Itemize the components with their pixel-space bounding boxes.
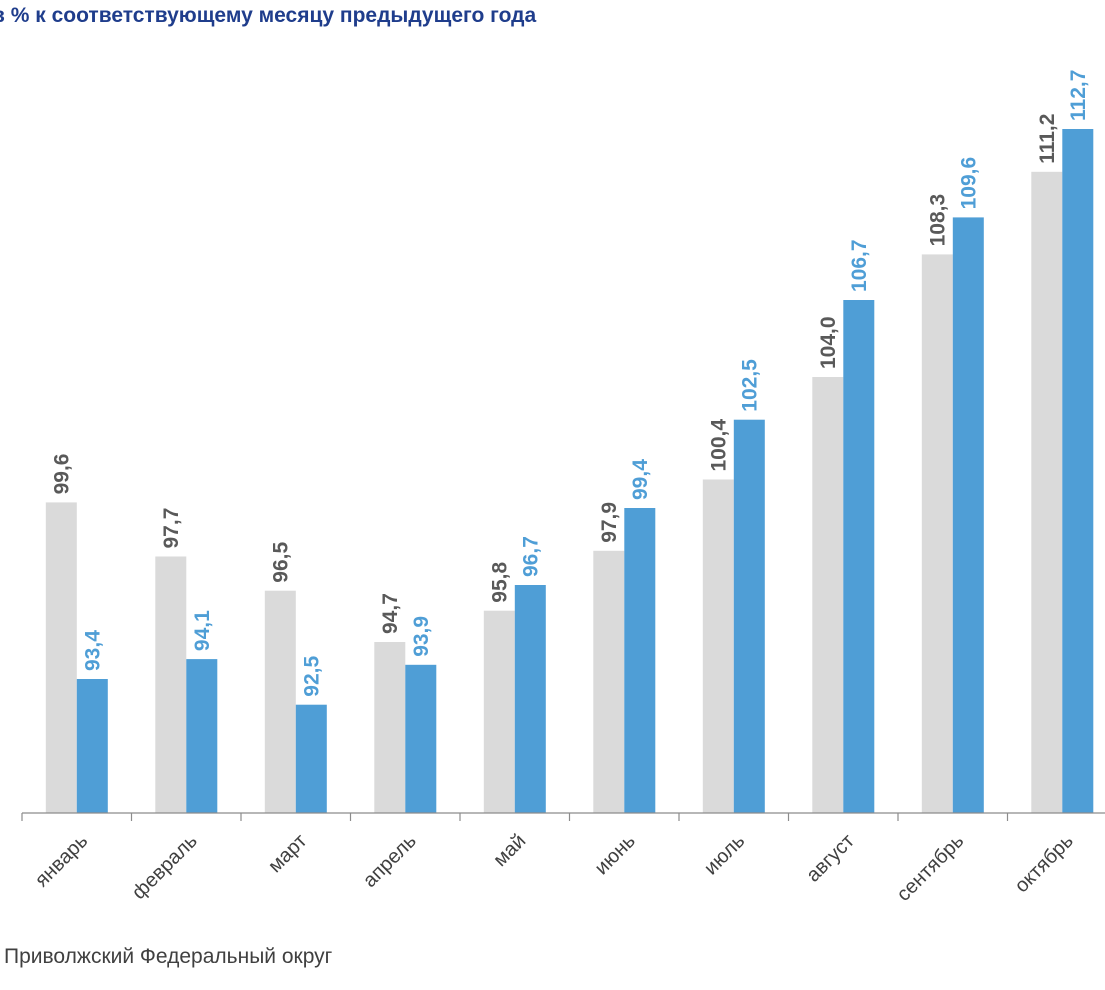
bar-series-1-8 — [812, 377, 844, 813]
x-tick-label-8: август — [802, 830, 859, 887]
bar-series-2-7 — [733, 419, 765, 813]
x-tick-label-4: апрель — [359, 830, 421, 892]
value-label-series-1-10: 111,2 — [1036, 114, 1059, 164]
bar-series-2-4 — [405, 664, 437, 813]
value-label-series-2-2: 94,1 — [191, 610, 214, 651]
bar-series-1-1 — [45, 502, 77, 813]
bar-series-1-4 — [374, 642, 406, 813]
x-tick-label-2: февраль — [128, 830, 202, 904]
x-tick-label-5: май — [489, 830, 530, 871]
bar-series-2-10 — [1062, 129, 1094, 813]
bar-series-1-10 — [1031, 171, 1063, 814]
value-label-series-2-8: 106,7 — [848, 239, 871, 292]
value-label-series-1-1: 99,6 — [50, 454, 73, 495]
value-label-series-2-6: 99,4 — [629, 459, 652, 500]
bar-series-2-3 — [295, 704, 327, 813]
bar-series-2-2 — [186, 659, 218, 813]
value-label-series-2-7: 102,5 — [738, 359, 761, 412]
value-label-series-2-4: 93,9 — [410, 616, 433, 657]
bar-series-2-9 — [952, 217, 984, 813]
x-tick-label-6: июнь — [591, 830, 640, 879]
x-tick-label-7: июль — [700, 830, 749, 879]
value-label-series-1-7: 100,4 — [707, 419, 730, 472]
value-label-series-2-5: 96,7 — [519, 536, 542, 577]
chart-title: в % к соответствующему месяцу предыдущег… — [0, 4, 537, 27]
bar-series-1-5 — [483, 610, 515, 813]
x-tick-label-9: сентябрь — [893, 830, 969, 906]
x-tick-label-3: март — [264, 830, 311, 877]
value-label-series-1-4: 94,7 — [379, 593, 402, 634]
bar-series-2-1 — [76, 679, 108, 813]
value-label-series-2-10: 112,7 — [1067, 70, 1090, 121]
value-labels-layer: 99,6 93,4 97,7 94,1 96,5 92,5 94,7 93,9 95,8 96,7… — [50, 70, 1090, 697]
value-label-series-1-6: 97,9 — [598, 502, 621, 543]
value-label-series-2-1: 93,4 — [81, 630, 104, 671]
x-tick-label-10: октябрь — [1011, 830, 1078, 897]
x-tick-label-1: январь — [31, 830, 92, 891]
value-label-series-2-3: 92,5 — [300, 656, 323, 697]
bars-layer — [45, 129, 1094, 814]
value-label-series-1-9: 108,3 — [926, 194, 949, 247]
footnote-region: Приволжский Федеральный округ — [4, 945, 333, 968]
bar-series-1-3 — [264, 590, 296, 813]
bar-series-2-8 — [843, 300, 875, 813]
value-label-series-1-2: 97,7 — [160, 508, 183, 549]
bar-series-1-6 — [593, 550, 625, 813]
bar-series-2-5 — [514, 585, 546, 813]
bar-series-1-7 — [702, 479, 734, 813]
x-axis: январь февраль март апрель май июнь июль август… — [21, 812, 1105, 906]
bar-series-1-9 — [921, 254, 953, 813]
value-label-series-2-9: 109,6 — [957, 157, 980, 210]
value-label-series-1-8: 104,0 — [817, 316, 840, 369]
bar-series-2-6 — [624, 508, 656, 813]
bar-series-1-2 — [155, 556, 187, 813]
value-label-series-1-5: 95,8 — [488, 562, 511, 603]
value-label-series-1-3: 96,5 — [269, 542, 292, 583]
